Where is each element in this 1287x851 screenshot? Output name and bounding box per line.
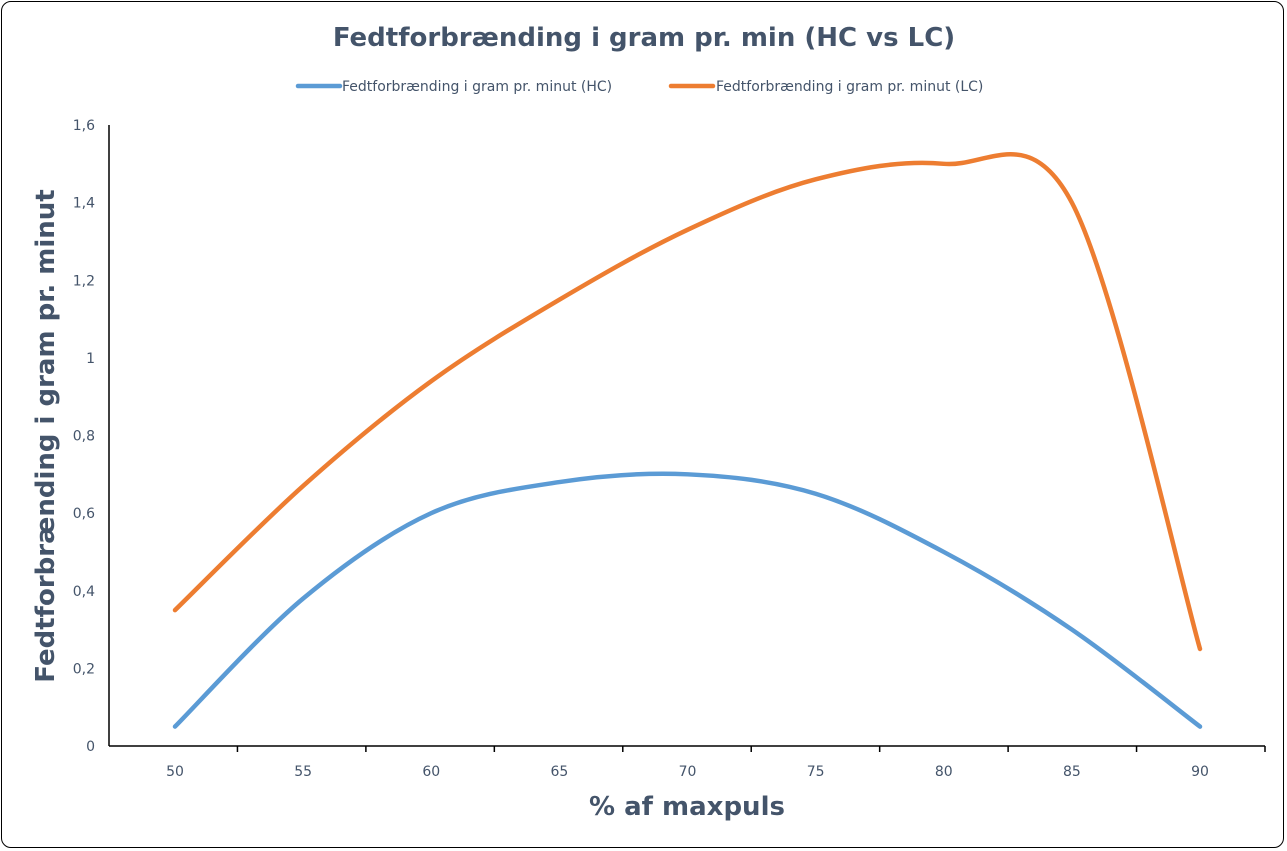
x-tick-label: 70 [679,764,697,780]
x-tick-label: 60 [422,764,440,780]
y-tick-label: 1,6 [73,118,95,134]
x-tick-label: 85 [1063,764,1081,780]
x-tick-label: 55 [294,764,312,780]
y-axis-title: Fedtforbrænding i gram pr. minut [31,189,61,682]
legend-label: Fedtforbrænding i gram pr. minut (HC) [342,79,612,95]
y-tick-label: 0,2 [73,661,95,677]
legend: Fedtforbrænding i gram pr. minut (HC) Fed… [295,79,983,95]
x-tick-label: 65 [550,764,568,780]
y-tick-label: 1 [86,351,95,367]
y-tick-label: 0,6 [73,506,95,522]
y-tick-label: 1,4 [73,196,95,212]
x-axis-title: % af maxpuls [589,792,785,822]
series-layer [172,152,1203,729]
x-tick-label: 50 [166,764,184,780]
y-tick-label: 0,8 [73,429,95,445]
x-tick-label: 90 [1191,764,1209,780]
y-tick-label: 1,2 [73,273,95,289]
chart-title: Fedtforbrænding i gram pr. min (HC vs LC… [333,23,955,53]
axes: 0 0,2 0,4 0,6 0,8 1 1,2 1,4 1,6 50 55 60 65 70 75 80 85 9… [73,118,1266,780]
series-line-lc [172,152,1203,652]
x-tick-label: 75 [807,764,825,780]
y-tick-label: 0 [86,739,95,755]
x-tick-label: 80 [935,764,953,780]
series-line-hc [172,471,1203,729]
legend-label: Fedtforbrænding i gram pr. minut (LC) [716,79,983,95]
y-tick-label: 0,4 [73,584,95,600]
